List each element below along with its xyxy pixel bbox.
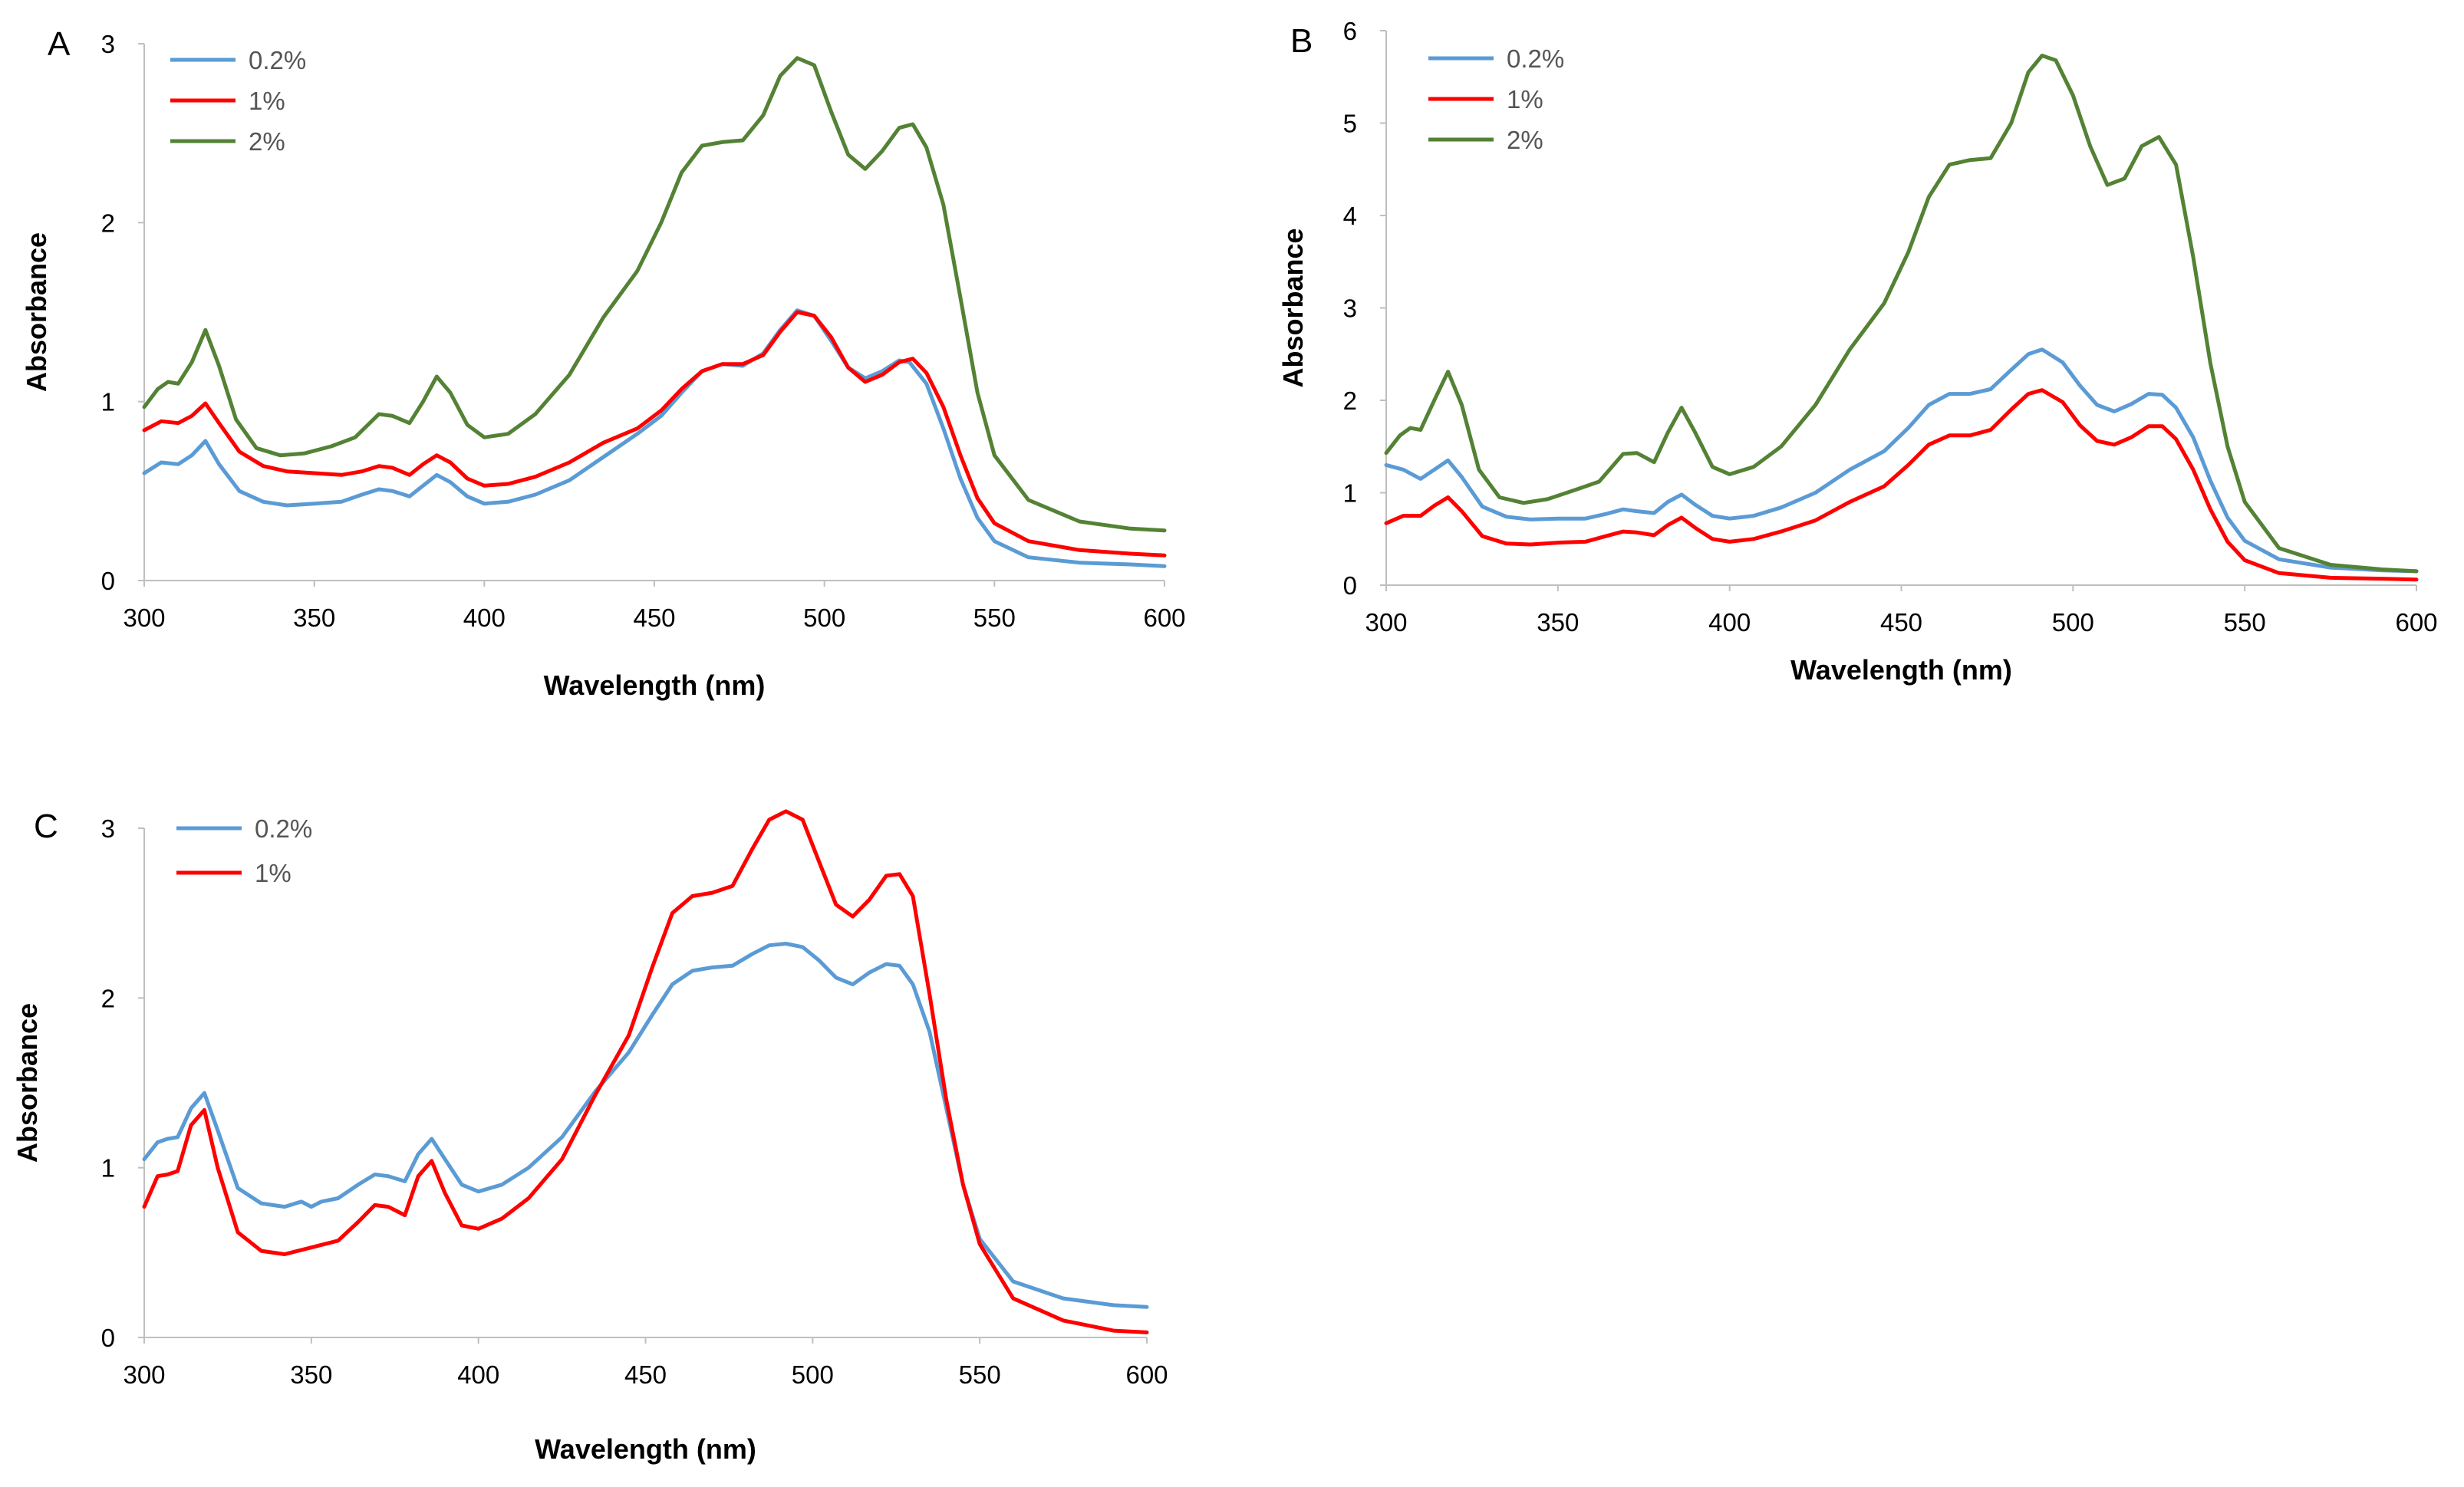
series-line-1pct [142, 809, 1149, 1334]
x-tick-label: 600 [1125, 1360, 1168, 1389]
x-tick-label: 450 [624, 1360, 667, 1389]
y-tick-label: 1 [1343, 479, 1357, 508]
y-tick-label: 1 [101, 1154, 115, 1183]
legend-label: 1% [255, 859, 292, 887]
panel-label: A [48, 25, 71, 63]
y-tick-label: 0 [1343, 571, 1357, 600]
panel-label: B [1290, 22, 1313, 60]
y-tick-label: 2 [101, 209, 115, 237]
x-axis-title: Wavelength (nm) [1790, 654, 2012, 686]
y-tick-label: 6 [1343, 17, 1357, 45]
x-tick-label: 500 [803, 604, 845, 632]
legend-label: 0.2% [249, 46, 306, 74]
x-tick-label: 450 [633, 604, 675, 632]
x-axis-title: Wavelength (nm) [544, 669, 766, 701]
y-tick-label: 3 [1343, 294, 1357, 323]
series-line-0-2pct [1384, 347, 2419, 574]
x-tick-label: 400 [1708, 608, 1751, 637]
x-tick-label: 450 [1880, 608, 1922, 637]
legend-label: 0.2% [1507, 44, 1564, 73]
y-tick-label: 1 [101, 388, 115, 416]
x-tick-label: 600 [1143, 604, 1185, 632]
x-tick-label: 500 [792, 1360, 834, 1389]
series-line-2pct [142, 56, 1167, 533]
legend-label: 1% [249, 87, 285, 115]
x-tick-label: 400 [457, 1360, 499, 1389]
x-tick-label: 400 [463, 604, 506, 632]
x-tick-label: 300 [123, 604, 165, 632]
y-tick-label: 2 [101, 984, 115, 1012]
x-tick-label: 550 [959, 1360, 1001, 1389]
x-tick-label: 350 [293, 604, 335, 632]
y-tick-label: 3 [101, 30, 115, 58]
panel-label: C [34, 808, 58, 845]
y-axis-title: Absorbance [21, 232, 52, 392]
series-line-1pct [142, 310, 1167, 558]
y-tick-label: 0 [101, 1324, 115, 1352]
panel-a: A 0 1 2 3 300 350 400 450 500 550 600 Wavelength (nm… [21, 25, 1186, 701]
x-tick-label: 600 [2395, 608, 2437, 637]
y-tick-label: 3 [101, 814, 115, 843]
x-tick-label: 550 [973, 604, 1016, 632]
panel-c: C 0 1 2 3 300 350 400 450 500 550 600 Wavelength (nm… [12, 808, 1168, 1465]
series-line-0-2pct [142, 942, 1149, 1309]
x-tick-label: 350 [290, 1360, 332, 1389]
x-tick-label: 350 [1537, 608, 1579, 637]
series-line-0-2pct [142, 308, 1167, 568]
x-tick-label: 550 [2224, 608, 2266, 637]
y-axis-title: Absorbance [12, 1003, 43, 1163]
x-tick-label: 300 [123, 1360, 165, 1389]
y-tick-label: 5 [1343, 110, 1357, 138]
y-axis-title: Absorbance [1277, 228, 1309, 387]
series-line-1pct [1384, 388, 2419, 582]
x-axis-title: Wavelength (nm) [535, 1433, 756, 1465]
y-tick-label: 0 [101, 567, 115, 595]
legend-label: 0.2% [255, 814, 312, 843]
legend-label: 2% [1507, 126, 1543, 154]
legend-label: 2% [249, 127, 285, 156]
panel-b: B 0 1 2 3 4 5 6 300 350 400 450 500 550 600 Wavelength … [1277, 17, 2438, 686]
y-tick-label: 4 [1343, 202, 1357, 230]
legend-label: 1% [1507, 85, 1543, 113]
x-tick-label: 300 [1365, 608, 1407, 637]
x-tick-label: 500 [2052, 608, 2094, 637]
series-line-2pct [1384, 54, 2419, 574]
y-tick-label: 2 [1343, 387, 1357, 415]
